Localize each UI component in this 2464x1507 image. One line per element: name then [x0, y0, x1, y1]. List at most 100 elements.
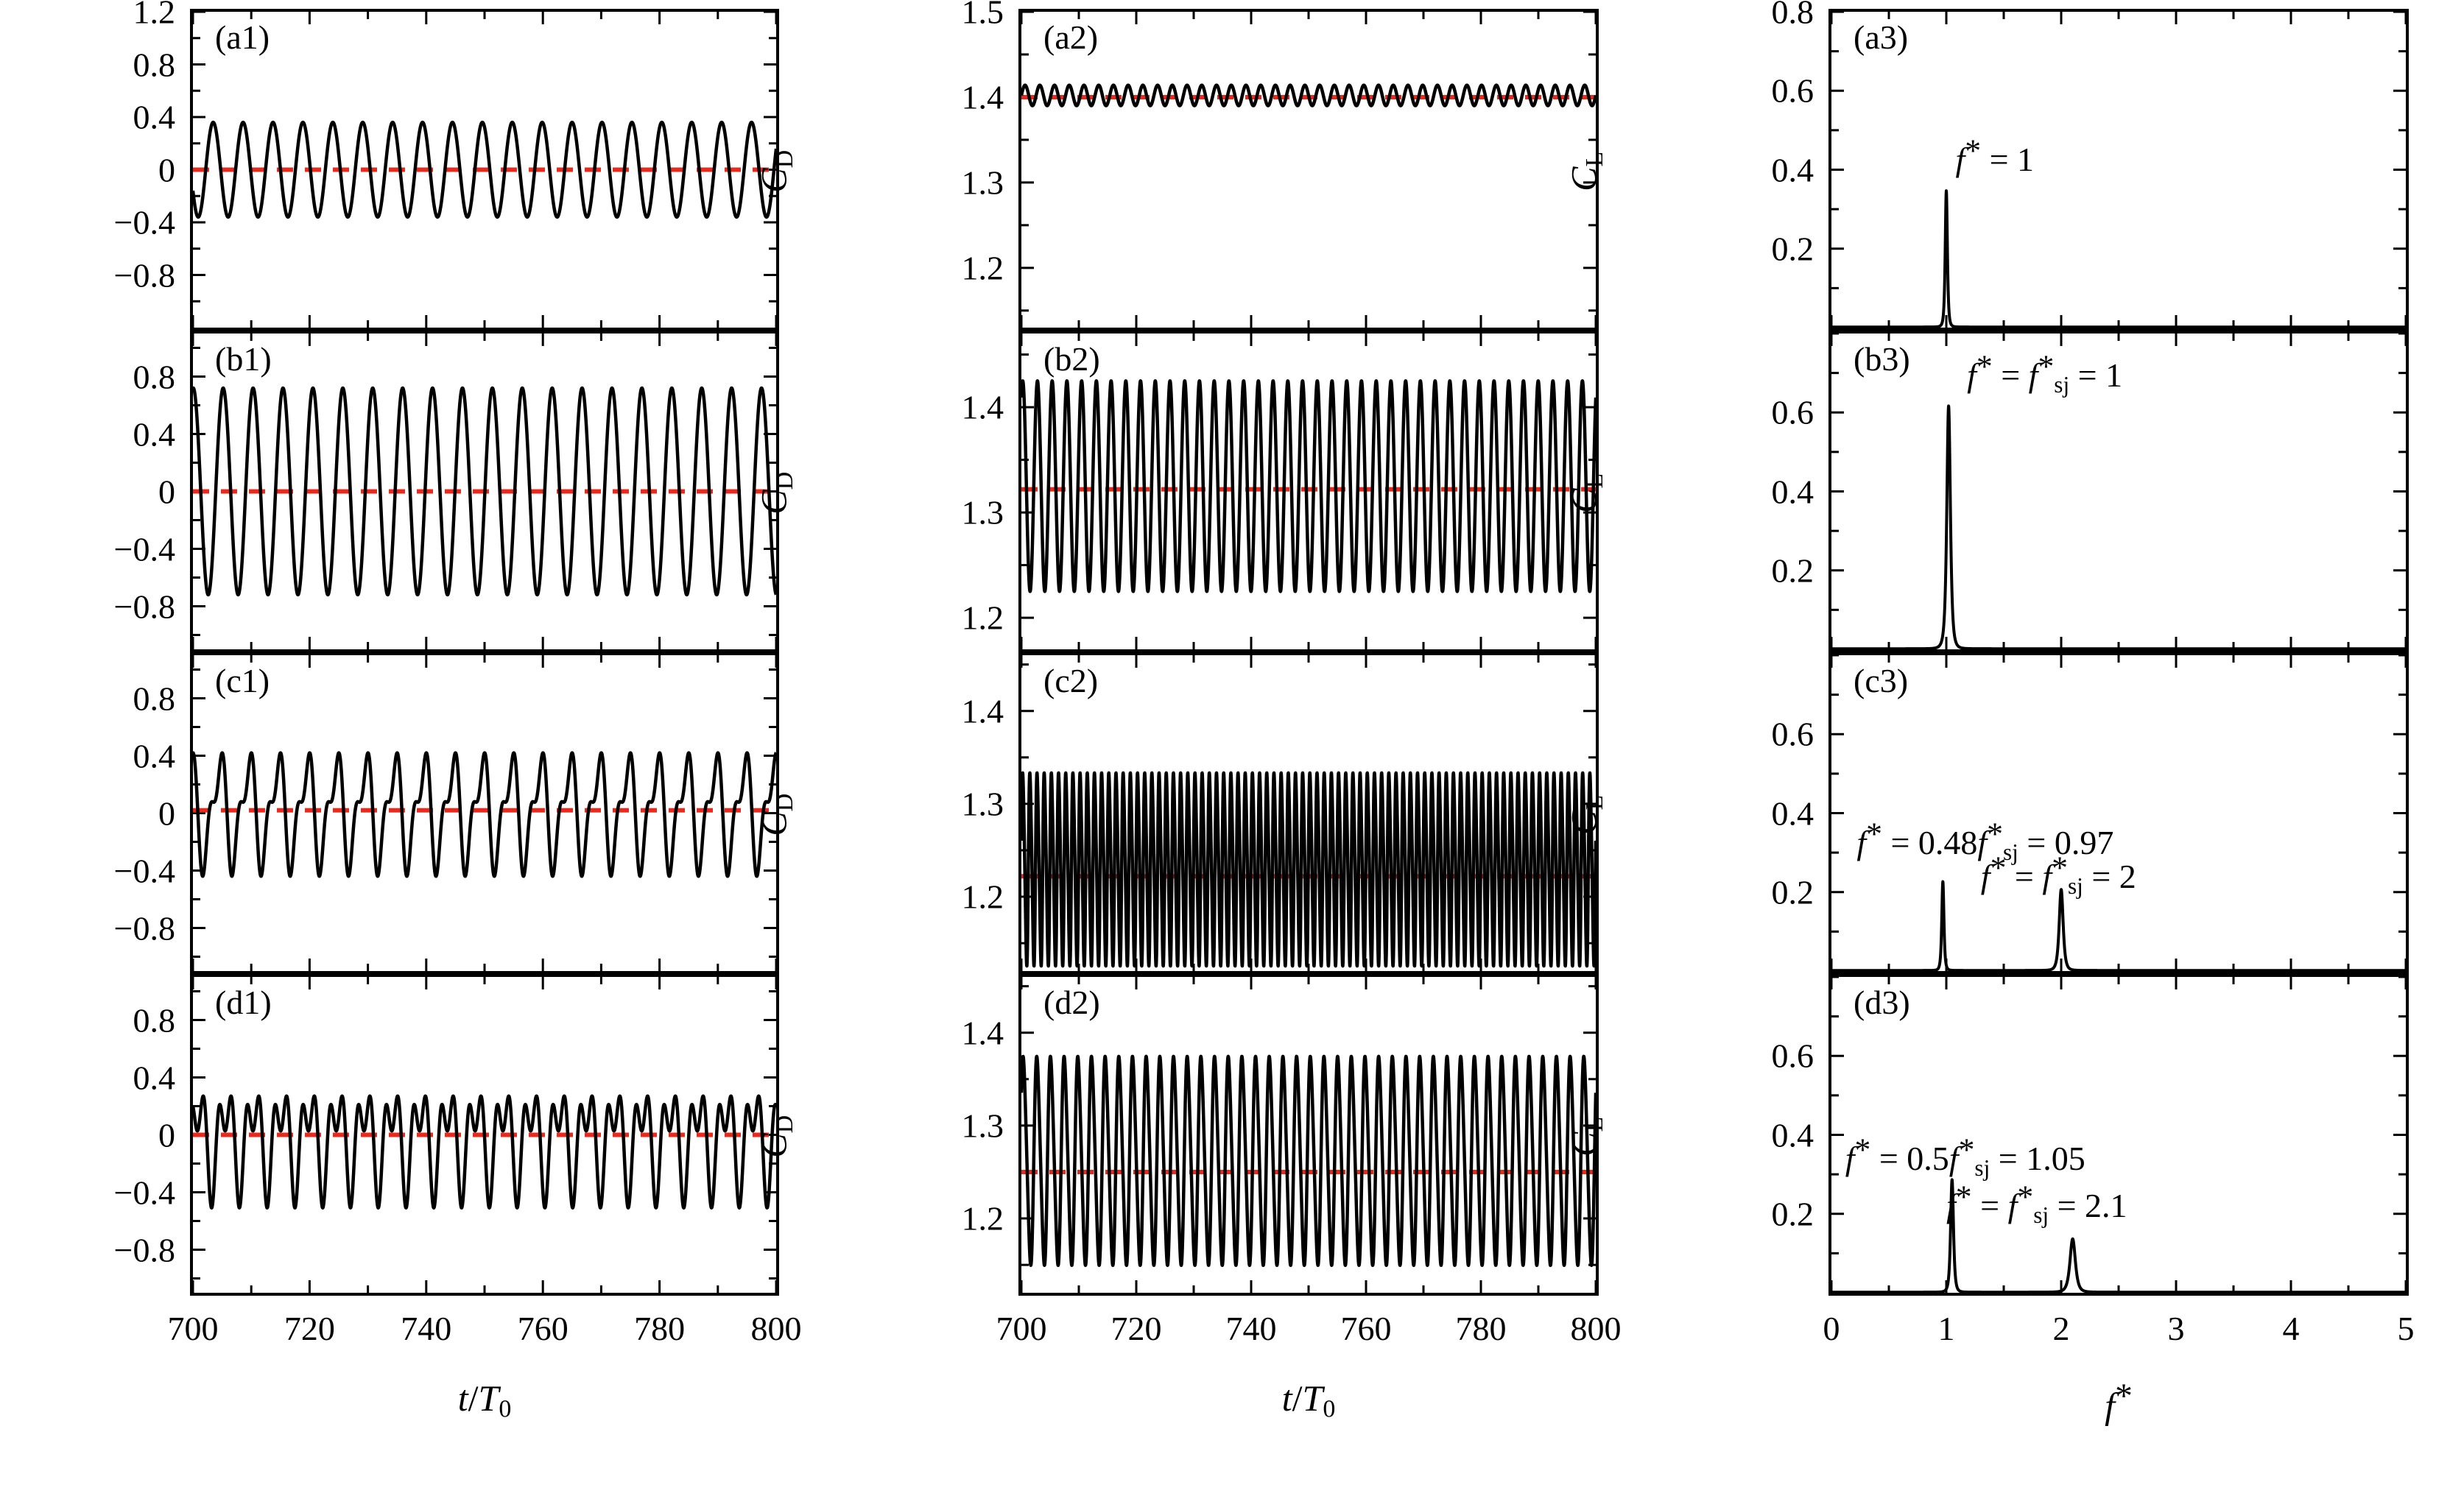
- y-tick-label-c3-1: 0.4: [1771, 794, 1814, 832]
- data-curve-c1: [193, 751, 776, 878]
- plot-panel-c3: (c3) f* = 0.48f*sj = 0.97 f* = f*sj = 2: [1828, 652, 2409, 974]
- y-axis-label-a3: CL: [1563, 151, 1608, 191]
- y-tick-label-a3-1: 0.6: [1771, 71, 1814, 110]
- y-tick-label-c1-1: 0.4: [133, 737, 176, 774]
- data-curve-b1: [193, 386, 776, 597]
- data-curve-d1: [193, 1094, 776, 1210]
- y-tick-label-d1-3: −0.4: [113, 1174, 175, 1211]
- y-tick-label-b1-4: −0.8: [113, 587, 175, 625]
- y-tick-label-c3-0: 0.6: [1771, 715, 1814, 753]
- y-tick-label-a2-1: 1.4: [961, 78, 1004, 116]
- y-axis-label-b2: CD: [753, 471, 798, 515]
- plot-canvas-a3: [1831, 12, 2406, 328]
- y-tick-label-b3-2: 0.2: [1771, 551, 1814, 590]
- annotation-d3-0: f* = 0.5f*sj = 1.05: [1845, 1132, 2085, 1181]
- y-axis-label-c2: CD: [753, 793, 798, 836]
- x-tick-label-col1-4: 780: [634, 1310, 686, 1347]
- plot-canvas-b1: [193, 333, 776, 649]
- y-tick-label-b3-0: 0.6: [1771, 393, 1814, 431]
- y-tick-label-b2-2: 1.2: [961, 599, 1004, 637]
- plot-canvas-c3: [1831, 655, 2406, 971]
- panel-label-a1: (a1): [215, 18, 270, 56]
- annotation-a3-0: f* = 1: [1955, 133, 2035, 179]
- x-tick-label-col1-1: 720: [284, 1310, 335, 1347]
- plot-canvas-c1: [193, 655, 776, 971]
- x-tick-label-col3-5: 5: [2397, 1310, 2415, 1347]
- plot-canvas-d1: [193, 977, 776, 1293]
- tick-marks-c3: [1831, 655, 2406, 971]
- y-tick-label-d2-2: 1.2: [961, 1199, 1004, 1238]
- panel-label-c1: (c1): [215, 662, 270, 699]
- data-curve-a2: [1021, 83, 1596, 107]
- annotation-d3-1: f* = f*sj = 2.1: [1946, 1179, 2127, 1229]
- y-tick-label-b1-3: −0.4: [113, 530, 175, 568]
- plot-canvas-b3: [1831, 333, 2406, 649]
- plot-canvas-c2: [1021, 655, 1596, 971]
- y-tick-label-b1-0: 0.8: [133, 358, 176, 395]
- y-tick-label-a1-4: −0.4: [113, 203, 175, 241]
- plot-panel-c2: (c2): [1018, 652, 1599, 974]
- y-tick-label-b3-1: 0.4: [1771, 473, 1814, 510]
- y-tick-label-c2-1: 1.3: [961, 785, 1004, 823]
- y-tick-label-d3-2: 0.2: [1771, 1195, 1814, 1233]
- tick-marks-c1: [193, 655, 776, 971]
- panel-label-d3: (d3): [1854, 984, 1910, 1021]
- plot-panel-b2: (b2): [1018, 331, 1599, 652]
- y-tick-label-b1-1: 0.4: [133, 415, 176, 453]
- y-tick-label-a1-0: 1.2: [133, 0, 176, 31]
- x-tick-label-col3-3: 3: [2167, 1310, 2185, 1347]
- x-tick-label-col1-5: 800: [750, 1310, 802, 1347]
- plot-canvas-b2: [1021, 333, 1596, 649]
- y-tick-label-a3-2: 0.4: [1771, 151, 1814, 188]
- data-curve-c2: [1021, 771, 1596, 968]
- y-tick-label-a2-0: 1.5: [961, 0, 1004, 31]
- y-axis-label-d3: CL: [1563, 1116, 1608, 1157]
- y-axis-label-b3: CL: [1563, 473, 1608, 513]
- y-tick-label-d2-1: 1.3: [961, 1107, 1004, 1145]
- y-axis-label-d2: CD: [753, 1115, 798, 1158]
- x-tick-label-col2-4: 780: [1455, 1310, 1507, 1347]
- y-tick-label-a1-1: 0.8: [133, 46, 176, 83]
- y-tick-label-a2-3: 1.2: [961, 249, 1004, 287]
- plot-panel-a2: (a2): [1018, 9, 1599, 331]
- plot-panel-a1: (a1): [190, 9, 779, 331]
- data-curve-b3: [1831, 404, 2406, 649]
- plot-canvas-d2: [1021, 977, 1596, 1293]
- plot-canvas-a2: [1021, 12, 1596, 328]
- y-tick-label-a1-2: 0.4: [133, 98, 176, 136]
- y-tick-label-a2-2: 1.3: [961, 163, 1004, 202]
- x-tick-label-col2-3: 760: [1340, 1310, 1392, 1347]
- plot-panel-d2: (d2): [1018, 974, 1599, 1296]
- y-tick-label-c1-2: 0: [158, 794, 175, 832]
- y-tick-label-c2-0: 1.4: [961, 692, 1004, 730]
- y-tick-label-d3-1: 0.4: [1771, 1116, 1814, 1154]
- plot-panel-d3: (d3) f* = 0.5f*sj = 1.05 f* = f*sj = 2.1: [1828, 974, 2409, 1296]
- x-tick-label-col3-2: 2: [2052, 1310, 2070, 1347]
- panel-label-a3: (a3): [1854, 18, 1909, 56]
- y-tick-label-d2-0: 1.4: [961, 1014, 1004, 1052]
- x-tick-label-col2-2: 740: [1225, 1310, 1277, 1347]
- data-curve-a1: [193, 120, 776, 219]
- plot-panel-c1: (c1): [190, 652, 779, 974]
- plot-panel-d1: (d1): [190, 974, 779, 1296]
- tick-marks-a3: [1831, 12, 2406, 328]
- plot-panel-b1: (b1): [190, 331, 779, 652]
- data-curve-c3: [1831, 880, 2406, 971]
- data-curve-a3: [1831, 189, 2406, 328]
- y-axis-label-a2: CD: [753, 149, 798, 193]
- panel-label-d1: (d1): [215, 984, 272, 1021]
- panel-label-b2: (b2): [1043, 340, 1100, 378]
- y-tick-label-d1-2: 0: [158, 1116, 175, 1154]
- x-tick-label-col1-2: 740: [401, 1310, 452, 1347]
- y-tick-label-b2-1: 1.3: [961, 493, 1004, 532]
- y-tick-label-a3-3: 0.2: [1771, 230, 1814, 268]
- panel-label-b3: (b3): [1854, 340, 1910, 378]
- x-tick-label-col2-0: 700: [996, 1310, 1047, 1347]
- y-tick-label-d1-4: −0.8: [113, 1231, 175, 1268]
- plot-panel-a3: (a3) f* = 1: [1828, 9, 2409, 331]
- x-axis-label-col3: f*: [2105, 1377, 2133, 1427]
- x-axis-label-col2: t/T0: [1281, 1377, 1336, 1423]
- y-tick-label-c3-2: 0.2: [1771, 873, 1814, 911]
- data-curve-d2: [1021, 1054, 1596, 1267]
